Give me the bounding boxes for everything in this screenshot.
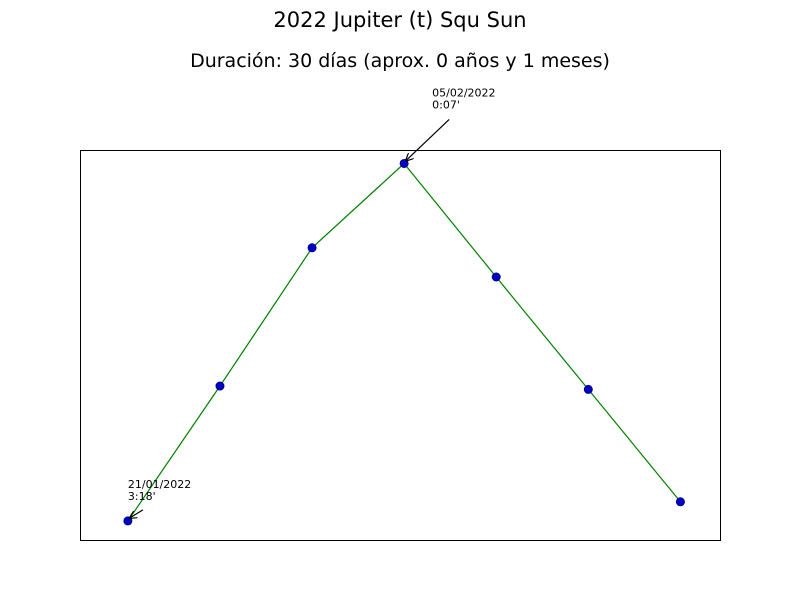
annotation-date-1: 05/02/2022 (432, 86, 495, 99)
annotation-date-0: 21/01/2022 (128, 478, 191, 491)
plot-frame (80, 150, 721, 541)
chart-subtitle: Duración: 30 días (aprox. 0 años y 1 mes… (190, 50, 610, 72)
series-line (127, 162, 681, 522)
annotation-time-0: 3:18' (128, 490, 156, 503)
data-point-5 (583, 384, 593, 394)
data-point-2 (307, 243, 317, 253)
data-point-1 (215, 381, 225, 391)
annotation-arrow-0 (130, 509, 144, 518)
chart-title: 2022 Jupiter (t) Squ Sun (273, 8, 527, 32)
annotation-arrow-1 (406, 119, 450, 160)
data-point-3 (399, 158, 409, 168)
data-point-6 (675, 497, 685, 507)
data-point-4 (491, 272, 501, 282)
annotation-time-1: 0:07' (432, 98, 460, 111)
